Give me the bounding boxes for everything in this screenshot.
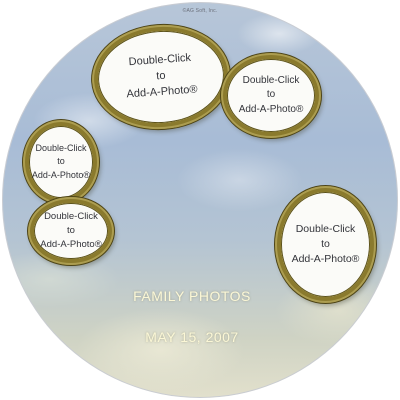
photo-frame-label: Double-Click to Add-A-Photo® xyxy=(239,74,304,118)
photo-frame-label: Double-Click to Add-A-Photo® xyxy=(40,210,101,251)
copyright-text: ©AG Soft, Inc. xyxy=(182,8,218,14)
frame-line-product: Add-A-Photo® xyxy=(31,169,91,180)
photo-frame-label: Double-Click to Add-A-Photo® xyxy=(292,222,360,268)
label-title[interactable]: FAMILY PHOTOS xyxy=(133,288,251,304)
frame-line-to: to xyxy=(67,225,75,237)
frame-line-action: Double-Click xyxy=(35,143,87,154)
photo-frame-label: Double-Click to Add-A-Photo® xyxy=(32,142,90,181)
frame-line-action: Double-Click xyxy=(242,74,300,86)
frame-line-action: Double-Click xyxy=(44,211,98,223)
frame-line-to: to xyxy=(57,156,65,167)
frame-line-action: Double-Click xyxy=(295,222,356,235)
photo-frame-4[interactable]: Double-Click to Add-A-Photo® xyxy=(28,197,114,265)
frame-line-product: Add-A-Photo® xyxy=(238,103,304,115)
frame-line-to: to xyxy=(266,89,276,101)
photo-frame-2[interactable]: Double-Click to Add-A-Photo® xyxy=(221,53,321,138)
frame-line-to: to xyxy=(321,237,330,250)
frame-line-product: Add-A-Photo® xyxy=(291,253,360,266)
label-date[interactable]: MAY 15, 2007 xyxy=(145,329,239,345)
photo-frame-label: Double-Click to Add-A-Photo® xyxy=(124,51,198,104)
photo-frame-3[interactable]: Double-Click to Add-A-Photo® xyxy=(23,120,99,204)
frame-line-product: Add-A-Photo® xyxy=(40,238,102,250)
photo-frame-5[interactable]: Double-Click to Add-A-Photo® xyxy=(275,186,376,303)
